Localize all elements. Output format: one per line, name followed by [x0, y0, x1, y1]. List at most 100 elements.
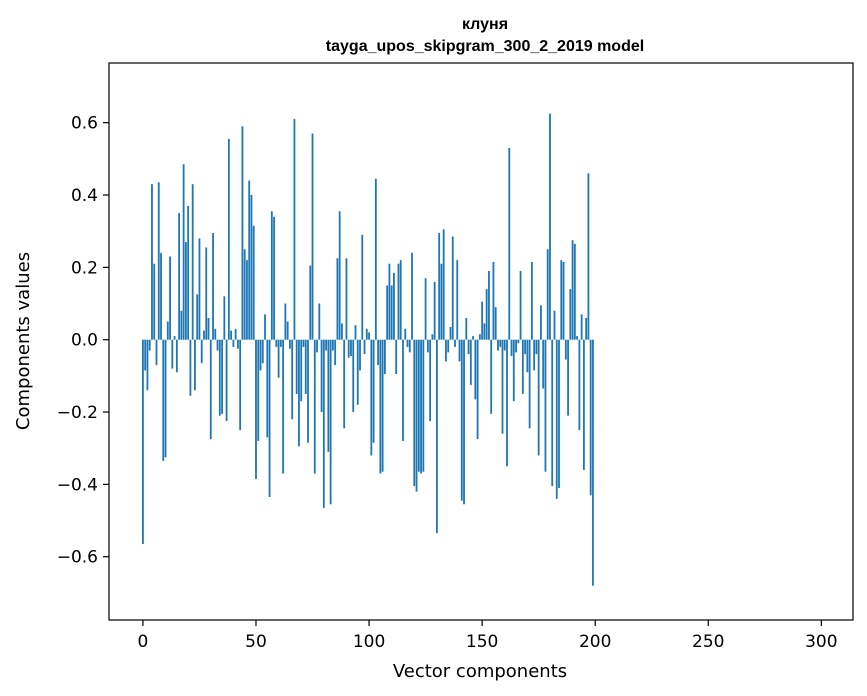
bar-component-150: [481, 301, 484, 340]
bar-component-15: [175, 339, 178, 373]
bar-component-185: [560, 260, 563, 340]
bar-component-174: [535, 339, 538, 355]
bar-component-167: [519, 270, 522, 340]
bar-component-175: [537, 339, 540, 456]
bar-component-8: [160, 252, 162, 340]
bar-component-188: [567, 339, 569, 416]
bar-component-56: [268, 339, 271, 498]
bar-component-51: [257, 339, 260, 441]
bar-component-124: [422, 339, 425, 472]
bar-component-24: [196, 294, 199, 340]
bar-component-70: [300, 339, 303, 402]
bar-component-162: [508, 148, 511, 340]
bar-component-159: [501, 339, 504, 434]
bar-component-3: [148, 339, 151, 351]
bar-component-142: [463, 339, 465, 505]
bar-component-45: [243, 249, 246, 340]
bar-component-164: [512, 339, 515, 402]
bar-component-180: [549, 113, 551, 340]
y-tick-label: −0.6: [57, 548, 98, 568]
bar-component-84: [331, 339, 334, 351]
bar-component-117: [406, 339, 409, 347]
bar-component-141: [460, 339, 463, 501]
bar-component-155: [492, 261, 495, 340]
bar-component-74: [309, 265, 312, 340]
bar-component-43: [239, 339, 242, 431]
bar-component-9: [162, 339, 165, 461]
bar-component-82: [327, 339, 330, 452]
y-tick-label: −0.2: [57, 403, 98, 423]
bar-component-0: [142, 339, 144, 545]
x-tick-label: 100: [353, 632, 385, 652]
bar-component-119: [411, 252, 413, 340]
bar-component-22: [191, 184, 194, 340]
bar-component-170: [526, 339, 529, 373]
bar-component-105: [379, 339, 382, 474]
y-tick-label: 0.2: [71, 258, 98, 278]
bar-component-158: [499, 339, 502, 347]
bar-component-182: [553, 310, 556, 340]
bar-component-91: [347, 339, 350, 358]
bar-component-100: [368, 332, 370, 340]
bar-component-187: [564, 339, 567, 360]
chart-title-line2: tayga_upos_skipgram_300_2_2019 model: [326, 38, 644, 55]
bar-component-48: [250, 195, 253, 340]
bar-component-134: [445, 339, 447, 362]
bar-component-79: [320, 339, 323, 413]
bar-component-69: [298, 339, 300, 447]
bar-component-71: [302, 339, 305, 347]
bar-component-80: [322, 339, 325, 508]
bar-component-5: [153, 263, 156, 340]
bar-component-97: [361, 234, 364, 340]
bar-component-41: [234, 328, 237, 340]
bar-component-186: [562, 261, 565, 340]
bar-component-133: [442, 229, 445, 340]
bar-component-57: [270, 211, 273, 340]
bar-component-99: [365, 328, 368, 340]
bar-component-76: [313, 339, 316, 474]
x-tick-label: 50: [245, 632, 267, 652]
bar-component-93: [352, 339, 355, 413]
y-tick-label: −0.4: [57, 475, 98, 495]
bar-component-68: [295, 339, 298, 394]
bar-component-53: [261, 339, 264, 364]
bar-component-96: [359, 339, 361, 371]
bar-component-109: [388, 263, 391, 340]
bar-component-20: [187, 205, 190, 340]
bar-component-77: [316, 339, 318, 353]
bar-component-171: [528, 339, 531, 429]
bar-component-10: [164, 339, 167, 458]
bar-component-143: [465, 317, 468, 340]
bar-component-195: [582, 339, 585, 470]
bar-component-189: [569, 289, 572, 340]
bar-component-196: [585, 317, 588, 340]
bar-component-19: [184, 242, 187, 340]
bar-component-40: [232, 339, 235, 347]
bar-component-152: [485, 289, 488, 340]
bars: [142, 113, 594, 586]
bar-component-160: [503, 339, 506, 351]
x-tick-label: 300: [805, 632, 837, 652]
x-tick-label: 250: [692, 632, 724, 652]
bar-component-154: [490, 339, 493, 414]
bar-component-181: [551, 339, 554, 487]
bar-component-75: [311, 133, 314, 340]
bar-component-55: [266, 339, 269, 438]
bar-component-21: [189, 339, 192, 396]
chart-title-line1: клуня: [462, 16, 508, 33]
bar-component-161: [506, 339, 508, 467]
bar-component-135: [447, 339, 450, 353]
bar-component-34: [218, 339, 221, 416]
bar-component-39: [230, 330, 233, 340]
bar-component-106: [381, 339, 384, 472]
bar-component-78: [318, 303, 321, 340]
bar-component-61: [279, 339, 282, 347]
bar-component-12: [169, 256, 171, 340]
bar-component-183: [555, 339, 558, 499]
bar-component-179: [546, 249, 549, 340]
bar-component-139: [456, 260, 459, 340]
bar-component-23: [194, 339, 196, 391]
bar-component-60: [277, 339, 280, 378]
bar-component-153: [488, 270, 490, 340]
bar-component-116: [404, 328, 407, 340]
